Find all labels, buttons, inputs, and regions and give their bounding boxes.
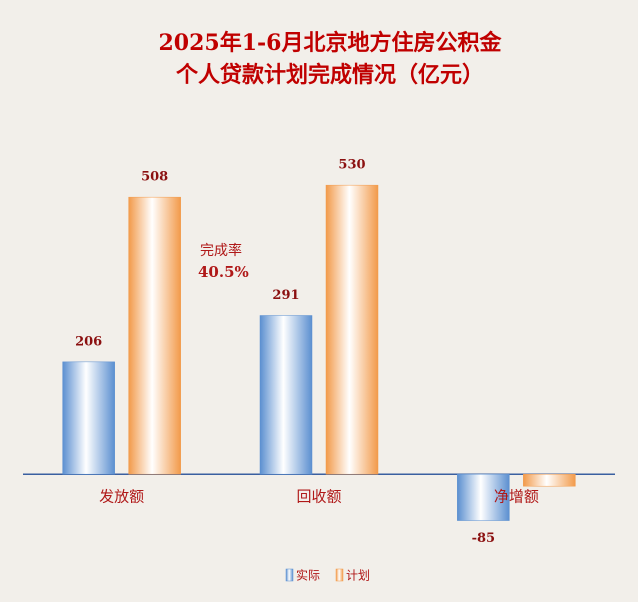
legend-label: 实际 (296, 568, 320, 583)
bar (62, 361, 115, 475)
data-label: 530 (338, 158, 365, 173)
data-label: 206 (75, 334, 102, 349)
data-label: 508 (141, 170, 168, 185)
bar (128, 196, 181, 475)
legend-label: 计划 (346, 569, 370, 583)
chart-title: 2025年1-6月北京地方住房公积金 (159, 30, 503, 56)
data-label: 291 (272, 288, 299, 303)
x-tick-label: 回收额 (296, 488, 341, 506)
bar (523, 473, 576, 487)
bar (325, 184, 379, 475)
bar (259, 315, 313, 475)
annotation: 40.5% (198, 263, 249, 281)
legend-swatch (335, 568, 344, 582)
bar (457, 473, 510, 521)
x-tick-label: 发放额 (99, 488, 144, 506)
data-label: -85 (472, 531, 496, 546)
annotation: 完成率 (200, 242, 242, 259)
x-tick-label: 净增额 (494, 488, 539, 506)
legend-swatch (285, 568, 294, 582)
chart-title: 个人贷款计划完成情况（亿元） (176, 62, 484, 88)
